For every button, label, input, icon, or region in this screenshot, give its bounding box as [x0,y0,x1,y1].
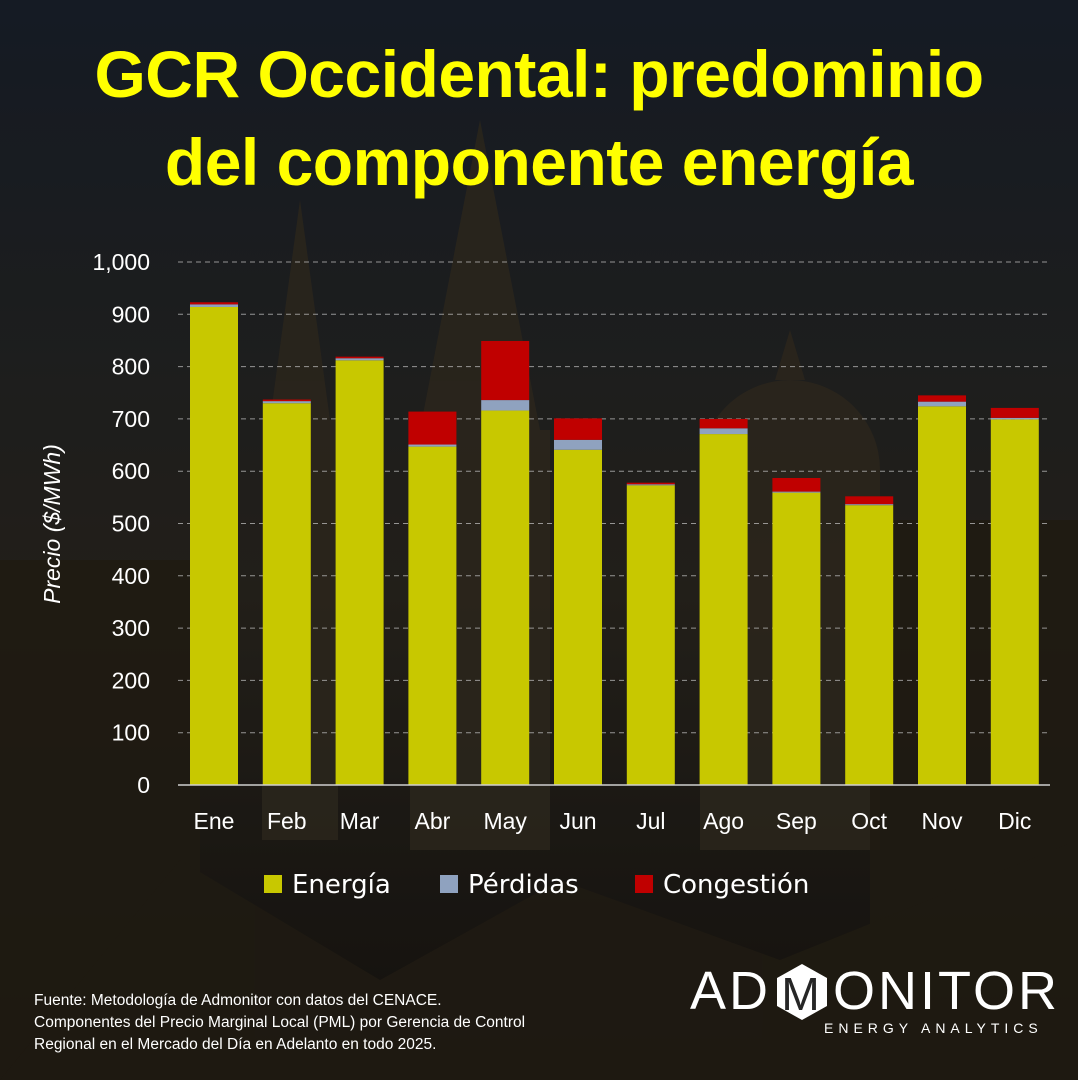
x-tick-label: May [483,808,527,834]
bar-segment-congestión [699,418,748,429]
x-tick-label: Jun [559,808,596,834]
x-tick-label: Mar [340,808,380,834]
y-tick-label: 500 [112,511,150,537]
bar-segment-pérdidas [772,491,821,493]
bar-segment-pérdidas [699,428,748,435]
x-axis-ticks: Ene Feb Mar Abr May Jun Jul Ago Sep Oct Nov Dic [194,808,1032,834]
x-tick-label: Oct [851,808,887,834]
source-line-1: Fuente: Metodología de Admonitor con dat… [34,992,442,1009]
page-title: GCR Occidental: predominio del component… [0,30,1078,206]
admonitor-logo: AD M ONITOR ENERGY ANALYTICS [690,962,1057,1042]
y-tick-label: 0 [137,772,150,798]
bars [190,302,1039,785]
bar-segment-pérdidas [481,400,530,411]
bar-segment-energía [262,403,311,785]
y-tick-label: 100 [112,720,150,746]
source-note: Fuente: Metodología de Admonitor con dat… [34,990,594,1056]
bar-segment-energía [918,406,966,785]
bar-segment-congestión [481,340,530,401]
bar-segment-congestión [845,496,894,505]
logo-hexagon-icon: M [777,964,828,1020]
bar-segment-energía [626,485,675,785]
x-tick-label: Dic [998,808,1031,834]
logo-word-left: AD [690,961,772,1021]
bar-segment-pérdidas [918,401,966,407]
bar-segment-energía [408,446,457,785]
bar-segment-pérdidas [335,358,384,361]
y-tick-label: 200 [112,667,150,693]
bar-segment-energía [699,434,748,785]
bar-segment-energía [554,449,602,785]
y-tick-label: 800 [112,354,150,380]
bar-segment-pérdidas [408,444,457,447]
x-tick-label: Ene [194,808,235,834]
legend-label: Congestión [663,870,809,900]
legend-swatch [635,875,653,893]
bar-segment-congestión [408,411,457,445]
y-tick-label: 700 [112,406,150,432]
y-tick-label: 300 [112,615,150,641]
bar-segment-congestión [990,407,1039,418]
bar-segment-energía [481,410,530,785]
bar-segment-congestión [772,477,821,492]
legend-label: Pérdidas [468,870,579,900]
x-tick-label: Ago [703,808,744,834]
bar-segment-pérdidas [990,417,1039,420]
bar-segment-congestión [626,482,675,485]
y-tick-label: 400 [112,563,150,589]
bar-segment-pérdidas [190,304,238,307]
source-line-2: Componentes del Precio Marginal Local (P… [34,1014,526,1031]
bar-segment-pérdidas [262,401,311,404]
legend-swatch [264,875,282,893]
x-tick-label: Sep [776,808,817,834]
stacked-bar-chart: 0 100 200 300 400 500 600 700 800 900 1,000 Ene Feb… [39,249,1050,900]
logo-word-mid: M [781,968,822,1020]
logo-subtitle: ENERGY ANALYTICS [824,1020,1043,1036]
bar-segment-pérdidas [554,439,602,450]
bar-segment-energía [190,306,238,785]
logo-word-right: ONITOR [833,961,1061,1021]
source-line-3: Regional en el Mercado del Día en Adelan… [34,1036,437,1053]
bar-segment-pérdidas [845,504,894,506]
y-tick-label: 600 [112,458,150,484]
title-line-1: GCR Occidental: predominio [94,37,984,111]
x-tick-label: Abr [415,808,451,834]
bar-segment-congestión [918,395,966,402]
legend-label: Energía [292,870,391,900]
bar-segment-congestión [262,399,311,402]
legend: Energía Pérdidas Congestión [264,870,809,900]
x-tick-label: Feb [267,808,307,834]
bar-segment-energía [845,505,894,785]
grid-lines [178,261,1050,734]
bar-segment-energía [990,419,1039,785]
y-axis-ticks: 0 100 200 300 400 500 600 700 800 900 1,000 [92,249,150,798]
title-line-2: del componente energía [164,125,914,199]
y-tick-label: 900 [112,301,150,327]
y-axis-label: Precio ($/MWh) [39,444,65,604]
bar-segment-congestión [554,418,602,440]
x-tick-label: Nov [922,808,963,834]
bar-segment-congestión [190,302,238,305]
bar-segment-pérdidas [626,484,675,486]
bar-segment-energía [335,360,384,785]
y-tick-label: 1,000 [92,249,150,275]
bar-segment-energía [772,492,821,785]
bar-segment-congestión [335,356,384,359]
legend-swatch [440,875,458,893]
logo-wordmark: AD M ONITOR [690,962,1060,1020]
x-tick-label: Jul [636,808,665,834]
